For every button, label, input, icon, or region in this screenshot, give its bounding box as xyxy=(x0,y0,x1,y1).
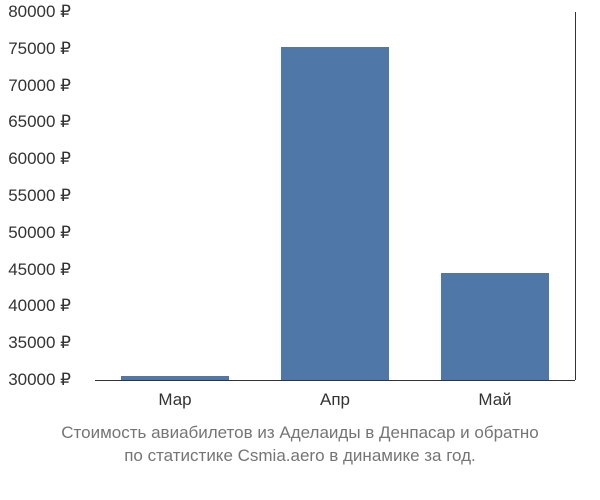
y-tick-label: 70000 ₽ xyxy=(8,76,71,96)
bar xyxy=(441,273,550,380)
y-tick-label: 55000 ₽ xyxy=(8,186,71,206)
caption-line-2: по статистике Csmia.aero в динамике за г… xyxy=(0,445,600,468)
y-tick-label: 75000 ₽ xyxy=(8,39,71,59)
price-chart: 30000 ₽ 35000 ₽ 40000 ₽ 45000 ₽ 50000 ₽ 55000… xyxy=(0,0,600,500)
y-tick-label: 35000 ₽ xyxy=(8,333,71,353)
y-tick-label: 65000 ₽ xyxy=(8,112,71,132)
y-tick-label: 80000 ₽ xyxy=(8,2,71,22)
bars-group: МарАпрМай xyxy=(95,12,575,380)
x-tick-label: Май xyxy=(478,390,511,410)
x-tick-label: Апр xyxy=(320,390,350,410)
x-tick-label: Мар xyxy=(158,390,191,410)
chart-caption: Стоимость авиабилетов из Аделаиды в Денп… xyxy=(0,422,600,468)
y-tick-label: 40000 ₽ xyxy=(8,296,71,316)
y-tick-label: 30000 ₽ xyxy=(8,370,71,390)
y-axis-line xyxy=(575,12,576,380)
bar xyxy=(121,376,230,380)
caption-line-1: Стоимость авиабилетов из Аделаиды в Денп… xyxy=(0,422,600,445)
y-tick-label: 60000 ₽ xyxy=(8,149,71,169)
y-tick-label: 45000 ₽ xyxy=(8,260,71,280)
x-axis-line xyxy=(95,380,575,381)
plot-area: 30000 ₽35000 ₽40000 ₽45000 ₽50000 ₽55000… xyxy=(95,12,575,380)
bar xyxy=(281,47,390,380)
y-tick-label: 50000 ₽ xyxy=(8,223,71,243)
